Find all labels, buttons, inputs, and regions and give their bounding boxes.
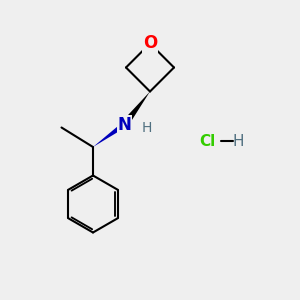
Polygon shape	[93, 122, 126, 147]
Text: N: N	[118, 116, 131, 134]
Text: H: H	[142, 121, 152, 135]
Text: H: H	[233, 134, 244, 148]
Polygon shape	[122, 92, 150, 127]
Text: Cl: Cl	[199, 134, 215, 148]
Text: O: O	[143, 34, 157, 52]
